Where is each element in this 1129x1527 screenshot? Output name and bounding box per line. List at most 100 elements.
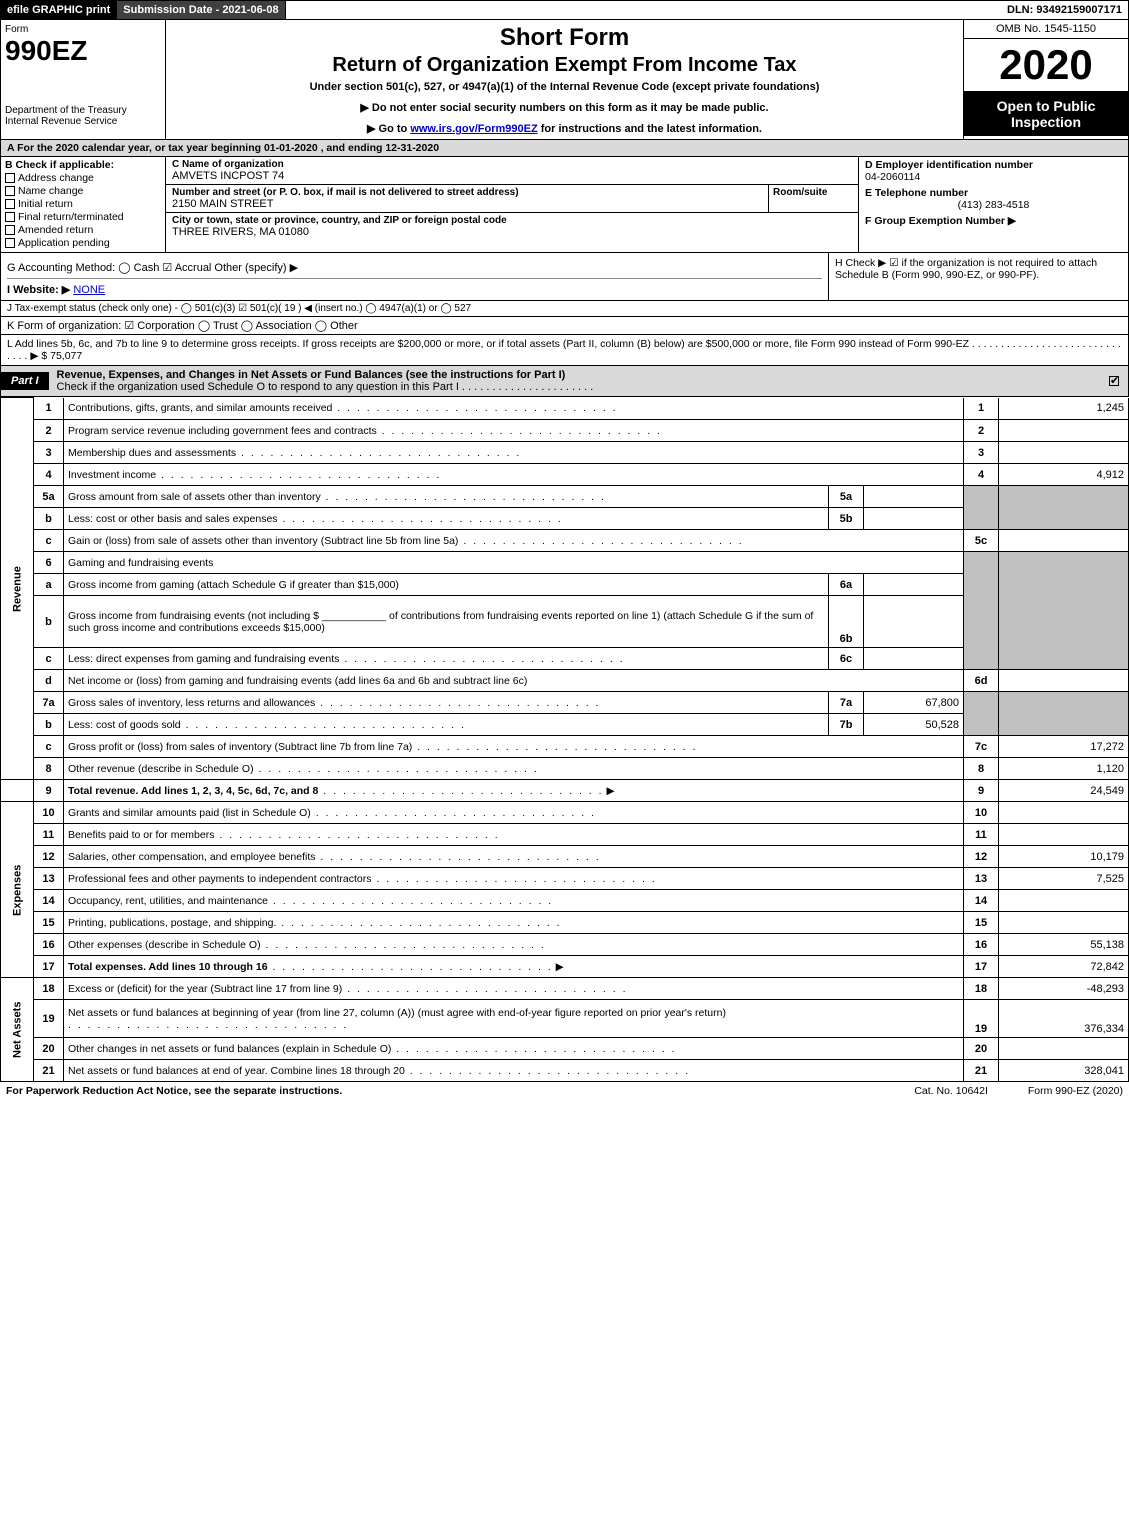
submission-date-button[interactable]: Submission Date - 2021-06-08 [117,1,285,19]
l16-num: 16 [34,934,64,956]
l9-desc: Total revenue. Add lines 1, 2, 3, 4, 5c,… [64,780,964,802]
form-word: Form [5,24,161,35]
box-def: D Employer identification number 04-2060… [858,157,1128,252]
l18-desc: Excess or (deficit) for the year (Subtra… [64,978,964,1000]
efile-print-button[interactable]: efile GRAPHIC print [1,1,117,19]
form-header: Form 990EZ Department of the Treasury In… [0,20,1129,140]
title-short-form: Short Form [174,24,955,52]
cb-final-return[interactable]: Final return/terminated [5,211,161,223]
l18-num: 18 [34,978,64,1000]
l10-num: 10 [34,802,64,824]
part1-checkbox[interactable] [1109,375,1128,387]
l11-val [999,824,1129,846]
l3-numcol: 3 [964,442,999,464]
l18-val: -48,293 [999,978,1129,1000]
f-group-label: F Group Exemption Number ▶ [865,215,1016,227]
l19-numcol: 19 [964,1000,999,1038]
l20-numcol: 20 [964,1038,999,1060]
l21-desc: Net assets or fund balances at end of ye… [64,1060,964,1082]
l6d-num: d [34,670,64,692]
l5c-val [999,530,1129,552]
l7b-subno: 7b [829,714,864,736]
l5b-subno: 5b [829,508,864,530]
footer-left: For Paperwork Reduction Act Notice, see … [6,1085,874,1097]
l7a-desc: Gross sales of inventory, less returns a… [64,692,829,714]
sidelabel-revenue: Revenue [1,398,34,780]
l2-desc: Program service revenue including govern… [64,420,964,442]
row-gh: G Accounting Method: ◯ Cash ☑ Accrual Ot… [0,253,1129,301]
header-center: Short Form Return of Organization Exempt… [166,20,963,139]
l6d-desc: Net income or (loss) from gaming and fun… [64,670,964,692]
l13-desc: Professional fees and other payments to … [64,868,964,890]
footer-formref: Form 990-EZ (2020) [1028,1085,1123,1097]
part1-header: Part I Revenue, Expenses, and Changes in… [0,366,1129,397]
l5b-num: b [34,508,64,530]
dept-treasury: Department of the Treasury [5,105,161,116]
l19-desc: Net assets or fund balances at beginning… [64,1000,964,1038]
part1-title: Revenue, Expenses, and Changes in Net As… [57,366,1109,396]
l7a-subval: 67,800 [864,692,964,714]
c-org-name: AMVETS INCPOST 74 [172,170,852,182]
l10-val [999,802,1129,824]
l5a-desc: Gross amount from sale of assets other t… [64,486,829,508]
cb-name-change[interactable]: Name change [5,185,161,197]
cb-initial-return[interactable]: Initial return [5,198,161,210]
row-l-gross-receipts: L Add lines 5b, 6c, and 7b to line 9 to … [0,335,1129,366]
l5a-subno: 5a [829,486,864,508]
l5b-subval [864,508,964,530]
l7ab-greyval [999,692,1129,736]
l7c-num: c [34,736,64,758]
l8-val: 1,120 [999,758,1129,780]
l9-num: 9 [34,780,64,802]
l7c-desc: Gross profit or (loss) from sales of inv… [64,736,964,758]
l2-val [999,420,1129,442]
cb-address-change[interactable]: Address change [5,172,161,184]
website-link[interactable]: NONE [73,284,105,296]
l21-val: 328,041 [999,1060,1129,1082]
irs-link[interactable]: www.irs.gov/Form990EZ [410,123,537,135]
d-ein-label: D Employer identification number [865,159,1122,171]
l11-numcol: 11 [964,824,999,846]
block-bcdef: B Check if applicable: Address change Na… [0,157,1129,253]
d-ein-value: 04-2060114 [865,171,1122,183]
cb-amended-return[interactable]: Amended return [5,224,161,236]
l17-num: 17 [34,956,64,978]
tax-year: 2020 [964,39,1128,92]
l8-desc: Other revenue (describe in Schedule O) [64,758,964,780]
l7a-num: 7a [34,692,64,714]
row-l-text: L Add lines 5b, 6c, and 7b to line 9 to … [7,338,1121,362]
l1-numcol: 1 [964,398,999,420]
l3-desc: Membership dues and assessments [64,442,964,464]
row-g-accounting: G Accounting Method: ◯ Cash ☑ Accrual Ot… [7,257,822,279]
goto-pre: ▶ Go to [367,123,410,135]
l10-desc: Grants and similar amounts paid (list in… [64,802,964,824]
l12-num: 12 [34,846,64,868]
l12-desc: Salaries, other compensation, and employ… [64,846,964,868]
l6b-subno: 6b [829,596,864,648]
l12-val: 10,179 [999,846,1129,868]
l6c-desc: Less: direct expenses from gaming and fu… [64,648,829,670]
website-label: I Website: ▶ [7,284,70,296]
l5a-subval [864,486,964,508]
l6-desc: Gaming and fundraising events [64,552,964,574]
box-b: B Check if applicable: Address change Na… [1,157,166,252]
box-c: C Name of organization AMVETS INCPOST 74… [166,157,858,252]
l17-val: 72,842 [999,956,1129,978]
l8-numcol: 8 [964,758,999,780]
l11-desc: Benefits paid to or for members [64,824,964,846]
row-i-website: I Website: ▶ NONE [7,283,822,296]
l5c-numcol: 5c [964,530,999,552]
l6a-subno: 6a [829,574,864,596]
l7b-subval: 50,528 [864,714,964,736]
l13-num: 13 [34,868,64,890]
l17-numcol: 17 [964,956,999,978]
l10-numcol: 10 [964,802,999,824]
l3-num: 3 [34,442,64,464]
row-j-tax-exempt: J Tax-exempt status (check only one) - ◯… [0,301,1129,317]
l6-greycol [964,552,999,670]
l2-numcol: 2 [964,420,999,442]
l14-numcol: 14 [964,890,999,912]
cb-application-pending[interactable]: Application pending [5,237,161,249]
l5ab-greycol [964,486,999,530]
l15-numcol: 15 [964,912,999,934]
